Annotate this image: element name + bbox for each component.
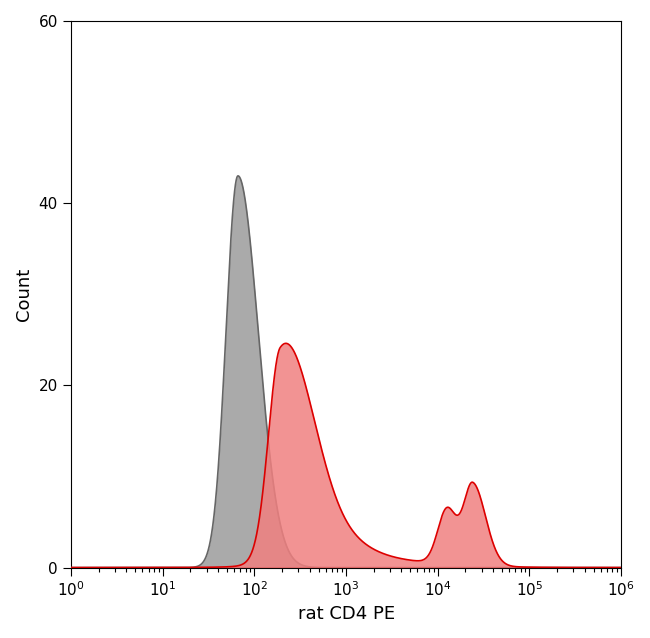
- Y-axis label: Count: Count: [15, 268, 33, 321]
- X-axis label: rat CD4 PE: rat CD4 PE: [298, 605, 395, 623]
